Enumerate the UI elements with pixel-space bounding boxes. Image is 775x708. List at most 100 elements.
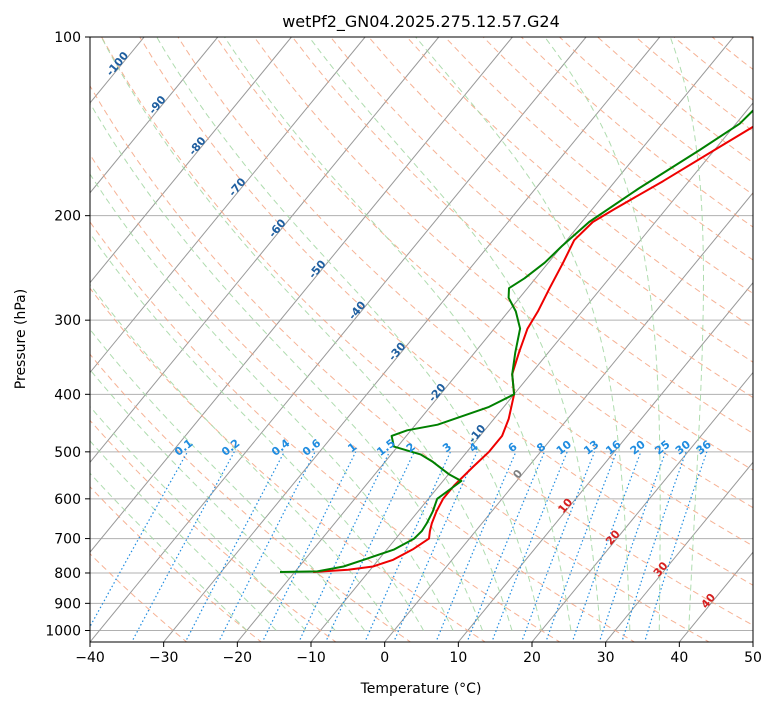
isotherm-label: -30 (386, 340, 409, 364)
x-axis-label: Temperature (°C) (360, 681, 482, 697)
isotherm-line (90, 37, 440, 464)
dewpoint-profile-line (279, 109, 753, 573)
mixing-ratio-label: 1.5 (374, 437, 397, 459)
y-axis-label: Pressure (hPa) (13, 289, 29, 389)
mixing-ratio-line (466, 451, 546, 642)
isotherm-line (90, 37, 292, 284)
isotherm-line (90, 37, 366, 374)
isotherm-line (90, 37, 219, 194)
dry-adiabat (90, 153, 636, 642)
dry-adiabat (90, 85, 710, 642)
moist-adiabat (90, 232, 425, 631)
moist-adiabat (90, 283, 395, 631)
mixing-ratio-label: 0.1 (172, 437, 195, 459)
moist-adiabat (415, 37, 631, 631)
x-tick-label: −30 (149, 650, 179, 666)
y-tick-label: 200 (54, 209, 81, 225)
y-tick-label: 500 (54, 445, 81, 461)
moist-adiabat (156, 37, 542, 631)
x-tick-label: 50 (744, 650, 762, 666)
mixing-ratio-line (90, 451, 189, 628)
isotherm-line (90, 37, 513, 553)
x-tick-label: 10 (449, 650, 467, 666)
mixing-ratio-line (184, 451, 285, 642)
dry-adiabat (368, 37, 753, 363)
plot-frame (89, 36, 754, 643)
mixing-ratio-label: 1 (345, 440, 359, 455)
y-tick-label: 900 (54, 596, 81, 612)
mixing-ratio-label: 3 (440, 440, 454, 455)
mixing-ratio-label: 16 (603, 438, 623, 458)
dry-adiabat (177, 37, 753, 547)
mixing-ratio-label: 20 (628, 438, 648, 458)
mixing-ratio-line (571, 451, 642, 642)
profile-series (279, 109, 753, 573)
x-tick-label: −20 (223, 650, 253, 666)
isotherm-label: 0 (510, 467, 525, 481)
dry-adiabat (90, 353, 412, 642)
x-tick-label: 20 (523, 650, 541, 666)
isotherm-label: -100 (104, 49, 132, 79)
x-tick-label: 0 (380, 650, 389, 666)
x-tick-label: −40 (75, 650, 105, 666)
mixing-ratio-line (217, 451, 316, 642)
moist-adiabat (224, 37, 572, 631)
isotherm-line (531, 371, 753, 642)
mixing-ratio-line (393, 451, 478, 642)
mixing-ratio-line (643, 451, 708, 642)
dry-adiabat (90, 419, 337, 642)
axis-ticks: −40 −30 −20 −10 0 10 20 30 40 5010020030040050060… (45, 30, 762, 666)
x-tick-label: −10 (296, 650, 326, 666)
mixing-ratio-label: 0.6 (300, 436, 324, 458)
mixing-ratio-label: 10 (554, 438, 574, 458)
isotherm-line (163, 37, 661, 642)
dry-adiabat (330, 37, 753, 399)
isotherm-label: -70 (226, 175, 249, 199)
y-tick-label: 300 (54, 313, 81, 329)
x-tick-label: 30 (597, 650, 615, 666)
isotherm-line (752, 641, 753, 642)
moist-adiabat (90, 472, 248, 631)
isotherm-line (384, 192, 753, 642)
dry-adiabat (90, 486, 263, 642)
moist-adiabat (90, 405, 307, 631)
mixing-ratio-line (545, 451, 618, 642)
moist-adiabat (90, 440, 277, 631)
isotherm-label: 40 (698, 591, 718, 611)
x-tick-label: 40 (670, 650, 688, 666)
dry-adiabat (215, 37, 753, 509)
dry-adiabat (559, 37, 753, 196)
dry-adiabat (711, 37, 753, 71)
dry-adiabat (90, 221, 561, 642)
isotherm-line (90, 37, 587, 642)
mixing-ratio-line (520, 451, 596, 642)
mixing-ratio-line (621, 451, 687, 642)
y-tick-label: 700 (54, 532, 81, 548)
moist-adiabat (669, 37, 704, 631)
dry-adiabat (673, 37, 753, 101)
isotherm-label: -90 (146, 93, 169, 117)
dry-adiabat (520, 37, 753, 228)
y-tick-label: 100 (54, 30, 81, 46)
mixing-ratio-line (298, 451, 391, 642)
y-tick-label: 400 (54, 387, 81, 403)
y-tick-label: 1000 (45, 624, 81, 640)
y-tick-label: 600 (54, 492, 81, 508)
isotherm-label: -60 (266, 216, 289, 240)
moist-adiabat (100, 37, 513, 631)
isotherm-line (605, 461, 753, 642)
dry-adiabat (253, 37, 753, 471)
moist-adiabat (90, 173, 454, 631)
moist-adiabat (308, 37, 601, 631)
background-lines (90, 37, 753, 642)
temperature-profile-line (313, 125, 753, 573)
mixing-ratio-label: 25 (652, 438, 672, 458)
mixing-ratio-line (435, 451, 517, 642)
dry-adiabat (444, 37, 753, 295)
dry-adiabat (749, 37, 753, 40)
chart-title: wetPf2_GN04.2025.275.12.57.G24 (282, 12, 560, 32)
mixing-ratio-label: 0.4 (269, 436, 293, 458)
dry-adiabat (90, 553, 188, 642)
isotherm-label: -20 (426, 381, 449, 405)
